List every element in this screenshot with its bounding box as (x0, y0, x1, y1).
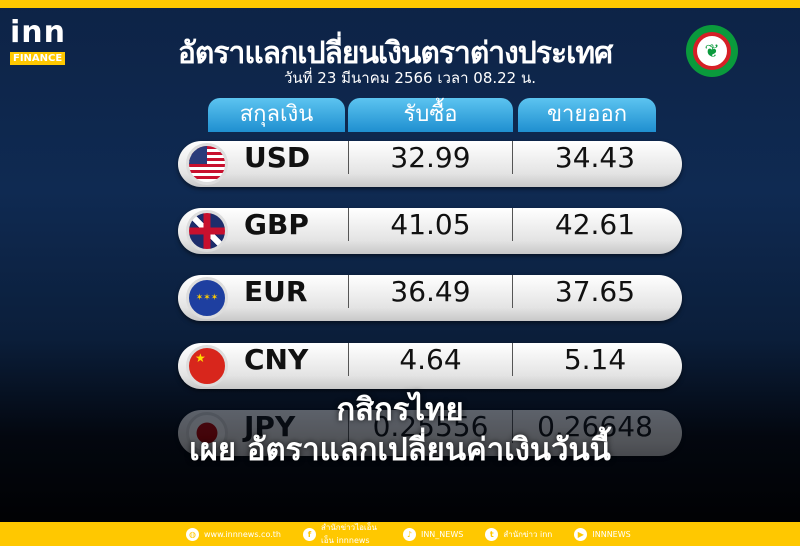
inn-finance-logo: inn FINANCE (10, 15, 72, 65)
buy-rate: 36.49 (348, 275, 513, 308)
column-header-currency: สกุลเงิน (208, 98, 345, 132)
youtube-icon: ▶ (574, 527, 588, 541)
buy-rate: 0.25556 (348, 410, 513, 443)
eu-flag-icon: ✶✶✶ (186, 277, 228, 319)
footer-bar: ◍ www.innnews.co.th f สำนักข่าวไอเอ็นเอ็น … (0, 522, 800, 546)
currency-code: JPY (244, 410, 296, 443)
us-flag-icon (186, 143, 228, 185)
globe-icon: ◍ (186, 527, 199, 541)
footer-website[interactable]: ◍ www.innnews.co.th (186, 527, 281, 541)
table-row: ★ CNY 4.64 5.14 (178, 343, 682, 389)
table-row: USD 32.99 34.43 (178, 141, 682, 187)
tiktok-icon: ♪ (402, 527, 416, 541)
twitter-icon: t (485, 527, 499, 541)
footer-label: สำนักข่าว inn (503, 529, 553, 539)
date-time: วันที่ 23 มีนาคม 2566 เวลา 08.22 น. (283, 69, 537, 87)
table-row: JPY 0.25556 0.26648 (178, 410, 682, 456)
currency-code: CNY (244, 343, 309, 376)
table-row: GBP 41.05 42.61 (178, 208, 682, 254)
footer-label: INN_NEWS (420, 529, 464, 539)
jp-flag-icon (186, 412, 228, 454)
logo-text: inn (10, 15, 66, 50)
facebook-icon: f (302, 527, 316, 541)
currency-code: GBP (244, 208, 309, 241)
sell-rate: 34.43 (554, 141, 636, 174)
table-row: ✶✶✶ EUR 36.49 37.65 (178, 275, 682, 321)
buy-rate: 41.05 (348, 208, 513, 241)
uk-flag-icon (186, 210, 228, 252)
sell-rate: 42.61 (554, 208, 636, 241)
kasikorn-logo-icon: ❦ (686, 25, 738, 77)
footer-youtube[interactable]: ▶ INNNEWS (574, 527, 631, 541)
currency-code: USD (244, 141, 311, 174)
top-bar (0, 0, 800, 8)
column-header-sell: ขายออก (518, 98, 656, 132)
buy-rate: 32.99 (348, 141, 513, 174)
column-header-buy: รับซื้อ (348, 98, 513, 132)
buy-rate: 4.64 (348, 343, 513, 376)
currency-code: EUR (244, 275, 308, 308)
footer-twitter[interactable]: t สำนักข่าว inn (485, 527, 553, 541)
logo-subtext: FINANCE (10, 52, 66, 65)
headline-line-2: เผย อัตราแลกเปลี่ยนค่าเงินวันนี้ (189, 432, 611, 468)
footer-label: INNNEWS (592, 529, 631, 539)
footer-facebook[interactable]: f สำนักข่าวไอเอ็นเอ็น innnews (302, 521, 381, 546)
sell-rate: 5.14 (563, 343, 627, 376)
footer-label: สำนักข่าวไอเอ็นเอ็น innnews (320, 523, 377, 545)
sell-rate: 0.26648 (537, 410, 653, 443)
footer-label: www.innnews.co.th (204, 529, 281, 539)
footer-tiktok[interactable]: ♪ INN_NEWS (402, 527, 464, 541)
headline-line-1: กสิกรไทย (336, 392, 464, 428)
cn-flag-icon: ★ (186, 345, 228, 387)
page-title: อัตราแลกเปลี่ยนเงินตราต่างประเทศ (177, 36, 613, 71)
sell-rate: 37.65 (554, 275, 636, 308)
